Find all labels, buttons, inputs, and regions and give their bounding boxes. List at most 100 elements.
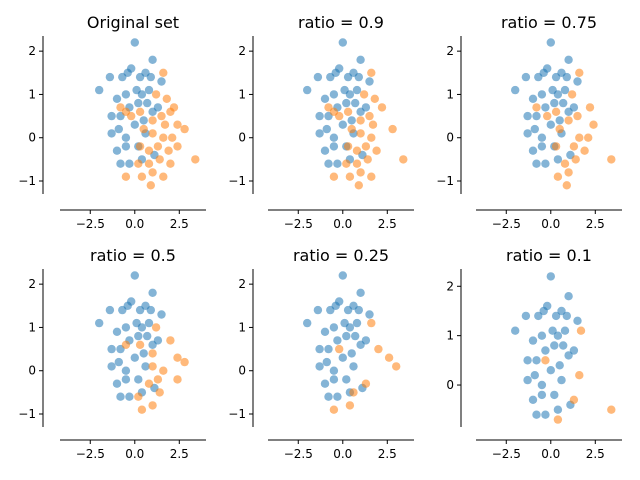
scatter-point bbox=[569, 346, 579, 355]
panel-1: −1 0 1 2 −2.5 0.0 2.5 Original set bbox=[18, 13, 206, 231]
scatter-point bbox=[153, 375, 163, 384]
scatter-point bbox=[537, 133, 547, 142]
scatter-point bbox=[155, 155, 164, 164]
scatter-point bbox=[338, 120, 347, 129]
scatter-point bbox=[528, 94, 538, 104]
scatter-point bbox=[573, 77, 582, 86]
scatter-point bbox=[134, 159, 143, 168]
scatter-point bbox=[532, 159, 541, 168]
scatter-point bbox=[374, 344, 383, 354]
scatter-point bbox=[555, 361, 564, 370]
scatter-point bbox=[546, 120, 555, 129]
scatter-point bbox=[121, 375, 131, 384]
scatter-point bbox=[537, 331, 547, 340]
scatter-point bbox=[159, 366, 168, 375]
scatter-point bbox=[562, 311, 571, 321]
scatter-point bbox=[356, 168, 365, 177]
scatter-point bbox=[521, 72, 531, 82]
scatter-point bbox=[159, 172, 168, 181]
scatter-point bbox=[354, 305, 363, 315]
scatter-point bbox=[528, 336, 538, 345]
scatter-point bbox=[356, 129, 365, 138]
scatter-point bbox=[575, 371, 584, 380]
scatter-point bbox=[144, 85, 154, 95]
scatter-point bbox=[105, 72, 115, 82]
scatter-point bbox=[315, 344, 324, 354]
x-tick-label: 0.0 bbox=[125, 217, 144, 231]
scatter-point bbox=[151, 323, 161, 332]
scatter-point bbox=[335, 297, 344, 306]
scatter-point bbox=[356, 340, 365, 349]
scatter-point bbox=[114, 124, 124, 134]
scatter-point bbox=[320, 379, 330, 388]
scatter-point bbox=[356, 288, 365, 297]
scatter-point bbox=[555, 116, 564, 125]
scatter-point bbox=[338, 271, 347, 280]
scatter-point bbox=[550, 390, 559, 400]
scatter-point bbox=[532, 111, 541, 121]
scatter-point bbox=[388, 124, 397, 134]
scatter-point bbox=[107, 344, 116, 354]
panel-title: ratio = 0.9 bbox=[298, 13, 384, 32]
scatter-point bbox=[333, 392, 342, 401]
y-tick-label: 1 bbox=[238, 87, 246, 101]
scatter-point bbox=[173, 142, 182, 151]
scatter-point bbox=[523, 356, 532, 365]
scatter-point bbox=[137, 405, 147, 414]
scatter-point bbox=[134, 392, 143, 401]
scatter-point bbox=[560, 85, 570, 95]
scatter-point bbox=[134, 375, 143, 384]
scatter-point bbox=[134, 98, 143, 108]
scatter-point bbox=[352, 85, 362, 95]
scatter-point bbox=[537, 90, 547, 99]
scatter-point bbox=[523, 129, 532, 138]
scatter-point bbox=[564, 107, 573, 117]
scatter-point bbox=[530, 371, 539, 380]
scatter-point bbox=[356, 116, 365, 125]
scatter-point bbox=[144, 318, 154, 328]
scatter-point bbox=[343, 142, 353, 151]
scatter-point bbox=[324, 392, 333, 401]
y-tick-label: 2 bbox=[446, 44, 454, 58]
scatter-point bbox=[329, 133, 339, 142]
scatter-point bbox=[322, 357, 331, 367]
scatter-point bbox=[384, 353, 394, 362]
x-tick-label: 0.0 bbox=[333, 447, 352, 461]
scatter-point bbox=[173, 353, 182, 362]
scatter-point bbox=[313, 72, 323, 82]
scatter-point bbox=[137, 90, 147, 99]
scatter-point bbox=[180, 124, 189, 134]
scatter-point bbox=[191, 155, 200, 164]
scatter-point bbox=[543, 111, 552, 121]
scatter-point bbox=[303, 85, 312, 95]
y-tick-label: 1 bbox=[446, 329, 454, 343]
scatter-point bbox=[564, 116, 573, 125]
scatter-point bbox=[361, 379, 371, 388]
x-tick-label: 0.0 bbox=[541, 447, 560, 461]
scatter-point bbox=[532, 410, 541, 419]
scatter-point bbox=[144, 379, 154, 388]
x-tick-label: −2.5 bbox=[284, 217, 313, 231]
y-tick-label: −1 bbox=[18, 407, 36, 421]
scatter-point bbox=[112, 379, 122, 388]
y-tick-label: 2 bbox=[446, 279, 454, 293]
scatter-point bbox=[95, 85, 104, 95]
scatter-point bbox=[363, 155, 372, 164]
scatter-point bbox=[95, 318, 104, 328]
scatter-point bbox=[148, 107, 157, 117]
scatter-point bbox=[580, 146, 589, 155]
panel-title: ratio = 0.75 bbox=[501, 13, 597, 32]
scatter-point bbox=[352, 159, 362, 168]
scatter-point bbox=[361, 142, 371, 151]
scatter-point bbox=[532, 103, 541, 112]
scatter-point bbox=[338, 38, 347, 47]
scatter-point bbox=[553, 155, 563, 164]
scatter-point bbox=[347, 124, 356, 134]
scatter-point bbox=[370, 94, 379, 104]
scatter-point bbox=[342, 159, 351, 168]
scatter-point bbox=[342, 375, 351, 384]
scatter-point bbox=[367, 172, 376, 181]
scatter-point bbox=[121, 133, 131, 142]
scatter-point bbox=[567, 90, 577, 99]
scatter-point bbox=[511, 85, 520, 95]
